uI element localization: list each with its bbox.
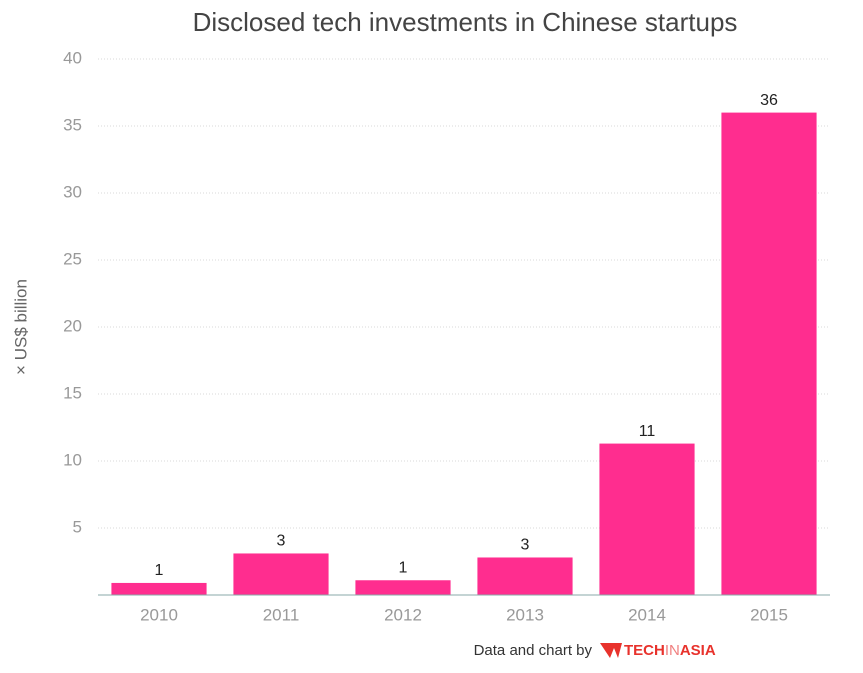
- logo-part: IN: [665, 642, 680, 659]
- y-tick-label: 5: [73, 517, 82, 536]
- logo: TECHINASIA: [600, 642, 716, 659]
- chart-title: Disclosed tech investments in Chinese st…: [193, 7, 738, 37]
- y-tick-label: 25: [63, 249, 82, 268]
- x-tick-label: 2013: [506, 605, 544, 624]
- logo-text: TECHINASIA: [624, 642, 716, 659]
- bar: [599, 443, 695, 595]
- x-tick-label: 2010: [140, 605, 178, 624]
- y-tick-label: 30: [63, 182, 82, 201]
- value-label: 3: [521, 537, 530, 554]
- value-label: 1: [155, 562, 164, 579]
- y-tick-label: 40: [63, 48, 82, 67]
- logo-part: TECH: [624, 642, 665, 659]
- value-label: 3: [277, 533, 286, 550]
- bar: [355, 580, 451, 595]
- value-label: 1: [399, 559, 408, 576]
- y-tick-label: 20: [63, 316, 82, 335]
- logo-icon: [600, 643, 622, 658]
- y-tick-label: 35: [63, 115, 82, 134]
- x-tick-label: 2015: [750, 605, 788, 624]
- x-tick-label: 2012: [384, 605, 422, 624]
- bar: [721, 112, 817, 595]
- source-note: Data and chart by: [474, 642, 593, 659]
- value-label: 36: [760, 92, 778, 109]
- x-tick-label: 2011: [263, 605, 300, 624]
- value-label: 11: [639, 423, 656, 440]
- bar: [477, 557, 573, 595]
- bar: [233, 553, 329, 595]
- x-tick-label: 2014: [628, 605, 666, 624]
- bar: [111, 582, 207, 595]
- y-axis-label: × US$ billion: [11, 279, 30, 375]
- logo-part: ASIA: [680, 642, 716, 659]
- y-tick-label: 15: [63, 383, 82, 402]
- y-tick-label: 10: [63, 450, 82, 469]
